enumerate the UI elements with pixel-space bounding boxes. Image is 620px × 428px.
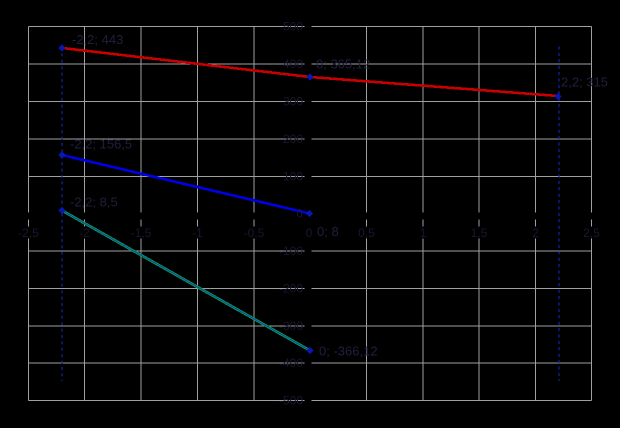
svg-text:500: 500: [283, 20, 303, 34]
svg-text:-2: -2: [79, 226, 90, 240]
svg-text:0,5: 0,5: [358, 226, 375, 240]
svg-text:1,5: 1,5: [471, 226, 488, 240]
svg-text:0: 0: [296, 207, 303, 221]
svg-text:0; 8: 0; 8: [317, 224, 339, 239]
svg-text:200: 200: [283, 132, 303, 146]
svg-text:300: 300: [283, 95, 303, 109]
svg-text:-2,2; 443: -2,2; 443: [72, 32, 123, 47]
svg-text:-500: -500: [279, 394, 303, 408]
svg-text:-200: -200: [279, 282, 303, 296]
svg-text:400: 400: [283, 57, 303, 71]
svg-text:-400: -400: [279, 356, 303, 370]
svg-text:0: 0: [306, 226, 313, 240]
svg-text:-2,2; 156,5: -2,2; 156,5: [70, 137, 132, 152]
svg-text:-0,5: -0,5: [244, 226, 265, 240]
svg-text:2: 2: [532, 226, 539, 240]
svg-text:-2,5: -2,5: [18, 226, 39, 240]
svg-text:-1,5: -1,5: [131, 226, 152, 240]
svg-text:-2,2; 8,5: -2,2; 8,5: [70, 195, 118, 210]
svg-text:1: 1: [420, 226, 427, 240]
svg-text:-300: -300: [279, 319, 303, 333]
svg-text:0; 365,12: 0; 365,12: [316, 57, 370, 72]
svg-text:2,5: 2,5: [583, 226, 600, 240]
svg-text:-1: -1: [192, 226, 203, 240]
svg-text:2,2; 315: 2,2; 315: [561, 75, 608, 90]
svg-text:100: 100: [283, 170, 303, 184]
svg-text:-100: -100: [279, 244, 303, 258]
svg-text:0; -366,12: 0; -366,12: [319, 344, 378, 359]
